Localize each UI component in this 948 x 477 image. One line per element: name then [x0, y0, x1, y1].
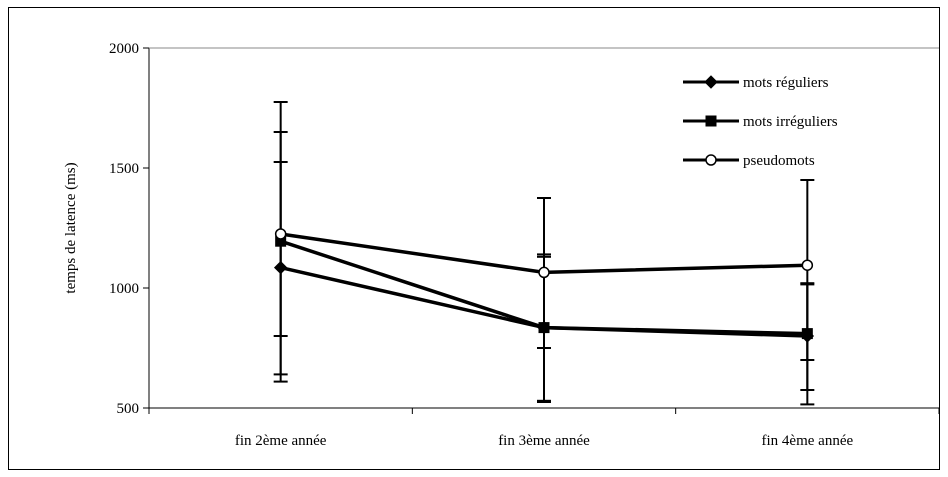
data-point-pseudomots — [274, 228, 287, 240]
legend-marker — [705, 154, 717, 166]
legend-label: mots réguliers — [743, 75, 829, 91]
y-axis-title: temps de latence (ms) — [63, 162, 79, 293]
x-tick-label: fin 4ème année — [762, 433, 854, 449]
data-point-pseudomots — [801, 259, 814, 271]
data-point-pseudomots — [538, 266, 550, 279]
legend-label: pseudomots — [743, 153, 815, 169]
y-tick-label: 1500 — [109, 161, 139, 177]
series — [273, 228, 815, 343]
x-tick-label: fin 3ème année — [498, 433, 590, 449]
legend-marker — [704, 75, 718, 89]
data-point-mots-irreguliers — [538, 322, 550, 334]
legend-marker — [705, 115, 717, 127]
legend-label: mots irréguliers — [743, 114, 838, 130]
y-tick-label: 500 — [117, 401, 140, 417]
y-tick-label: 1000 — [109, 281, 139, 297]
legend: mots réguliers mots irréguliers pseudomots — [683, 75, 838, 169]
data-point-mots-reguliers — [273, 260, 288, 275]
data-point-mots-irreguliers — [801, 328, 813, 340]
axes: 500 1000 1500 2000 fin 2ème année fin 3ème an… — [109, 41, 940, 449]
chart-border — [8, 7, 940, 470]
x-tick-label: fin 2ème année — [235, 433, 327, 449]
y-tick-label: 2000 — [109, 41, 139, 57]
